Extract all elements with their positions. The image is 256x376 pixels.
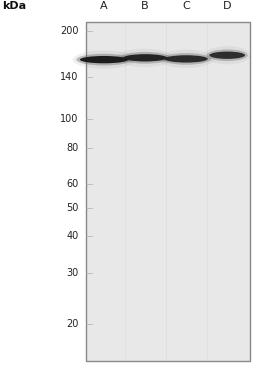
Text: 50: 50: [66, 203, 78, 212]
Text: 80: 80: [66, 143, 78, 153]
Ellipse shape: [209, 52, 245, 59]
Ellipse shape: [165, 55, 208, 62]
Ellipse shape: [120, 52, 170, 64]
Text: 60: 60: [66, 179, 78, 190]
Text: A: A: [100, 1, 108, 11]
Bar: [86, 22, 250, 361]
Ellipse shape: [161, 53, 211, 65]
Ellipse shape: [123, 54, 167, 61]
Text: kDa: kDa: [2, 1, 26, 11]
Text: B: B: [141, 1, 149, 11]
Ellipse shape: [80, 56, 128, 63]
Text: C: C: [182, 1, 190, 11]
Ellipse shape: [117, 49, 173, 67]
Text: 20: 20: [66, 319, 78, 329]
Text: 30: 30: [66, 267, 78, 277]
Ellipse shape: [158, 50, 214, 68]
Text: 40: 40: [66, 231, 78, 241]
Ellipse shape: [76, 54, 132, 65]
Text: D: D: [223, 1, 231, 11]
Ellipse shape: [73, 50, 135, 69]
Text: 200: 200: [60, 26, 78, 36]
Ellipse shape: [204, 46, 250, 64]
Text: 140: 140: [60, 71, 78, 82]
Ellipse shape: [207, 49, 248, 61]
Text: 100: 100: [60, 114, 78, 124]
